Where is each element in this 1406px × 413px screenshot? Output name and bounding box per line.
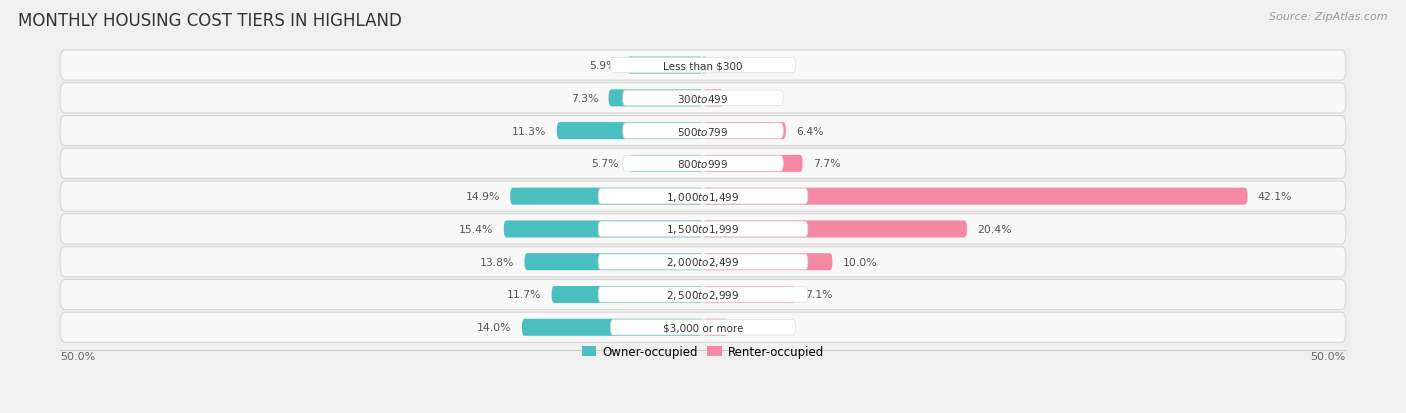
FancyBboxPatch shape: [60, 51, 1346, 81]
FancyBboxPatch shape: [598, 189, 808, 204]
FancyBboxPatch shape: [60, 312, 1346, 342]
FancyBboxPatch shape: [627, 57, 703, 74]
Text: $500 to $799: $500 to $799: [678, 125, 728, 137]
Text: $1,500 to $1,999: $1,500 to $1,999: [666, 223, 740, 236]
Text: 5.7%: 5.7%: [592, 159, 619, 169]
Legend: Owner-occupied, Renter-occupied: Owner-occupied, Renter-occupied: [579, 343, 827, 361]
Text: 13.8%: 13.8%: [479, 257, 515, 267]
FancyBboxPatch shape: [551, 286, 703, 303]
FancyBboxPatch shape: [703, 319, 727, 336]
Text: 5.9%: 5.9%: [589, 61, 616, 71]
Text: 7.7%: 7.7%: [813, 159, 841, 169]
Text: 1.6%: 1.6%: [734, 94, 762, 104]
FancyBboxPatch shape: [60, 83, 1346, 114]
FancyBboxPatch shape: [598, 287, 808, 302]
FancyBboxPatch shape: [703, 188, 1247, 205]
Text: $1,000 to $1,499: $1,000 to $1,499: [666, 190, 740, 203]
FancyBboxPatch shape: [60, 149, 1346, 179]
FancyBboxPatch shape: [623, 91, 783, 106]
Text: Source: ZipAtlas.com: Source: ZipAtlas.com: [1270, 12, 1388, 22]
FancyBboxPatch shape: [703, 286, 794, 303]
Text: Less than $300: Less than $300: [664, 61, 742, 71]
FancyBboxPatch shape: [703, 156, 803, 173]
Text: 6.4%: 6.4%: [796, 126, 824, 136]
Text: 7.1%: 7.1%: [806, 290, 832, 300]
FancyBboxPatch shape: [623, 156, 783, 172]
FancyBboxPatch shape: [60, 280, 1346, 310]
FancyBboxPatch shape: [702, 57, 706, 74]
Text: 14.0%: 14.0%: [477, 323, 512, 332]
FancyBboxPatch shape: [557, 123, 703, 140]
FancyBboxPatch shape: [703, 123, 786, 140]
Text: 1.9%: 1.9%: [738, 323, 765, 332]
FancyBboxPatch shape: [610, 58, 796, 74]
Text: $800 to $999: $800 to $999: [678, 158, 728, 170]
FancyBboxPatch shape: [703, 90, 724, 107]
Text: 11.7%: 11.7%: [508, 290, 541, 300]
FancyBboxPatch shape: [60, 116, 1346, 146]
FancyBboxPatch shape: [623, 123, 783, 139]
FancyBboxPatch shape: [703, 254, 832, 271]
Text: $3,000 or more: $3,000 or more: [662, 323, 744, 332]
Text: 0.14%: 0.14%: [716, 61, 749, 71]
Text: $2,000 to $2,499: $2,000 to $2,499: [666, 256, 740, 268]
FancyBboxPatch shape: [60, 214, 1346, 244]
FancyBboxPatch shape: [703, 221, 967, 238]
Text: 11.3%: 11.3%: [512, 126, 547, 136]
FancyBboxPatch shape: [610, 320, 796, 335]
Text: 50.0%: 50.0%: [60, 351, 96, 361]
Text: 15.4%: 15.4%: [460, 224, 494, 234]
Text: 14.9%: 14.9%: [465, 192, 501, 202]
FancyBboxPatch shape: [522, 319, 703, 336]
FancyBboxPatch shape: [503, 221, 703, 238]
FancyBboxPatch shape: [630, 156, 703, 173]
Text: 42.1%: 42.1%: [1258, 192, 1292, 202]
Text: $2,500 to $2,999: $2,500 to $2,999: [666, 288, 740, 301]
FancyBboxPatch shape: [609, 90, 703, 107]
FancyBboxPatch shape: [524, 254, 703, 271]
Text: $300 to $499: $300 to $499: [678, 93, 728, 104]
Text: 10.0%: 10.0%: [842, 257, 877, 267]
FancyBboxPatch shape: [60, 182, 1346, 212]
Text: 7.3%: 7.3%: [571, 94, 598, 104]
FancyBboxPatch shape: [60, 247, 1346, 277]
FancyBboxPatch shape: [598, 222, 808, 237]
FancyBboxPatch shape: [510, 188, 703, 205]
FancyBboxPatch shape: [598, 254, 808, 270]
Text: 20.4%: 20.4%: [977, 224, 1012, 234]
Text: 50.0%: 50.0%: [1310, 351, 1346, 361]
Text: MONTHLY HOUSING COST TIERS IN HIGHLAND: MONTHLY HOUSING COST TIERS IN HIGHLAND: [18, 12, 402, 30]
